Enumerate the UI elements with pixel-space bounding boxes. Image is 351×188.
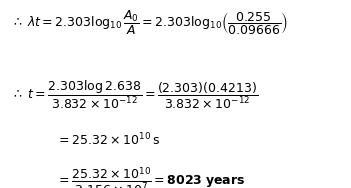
Text: $\therefore\;\lambda t = 2.303\log_{10}\dfrac{A_0}{A} = 2.303\log_{10}\!\left(\d: $\therefore\;\lambda t = 2.303\log_{10}\…	[11, 9, 288, 37]
Text: $= \dfrac{25.32\times 10^{10}}{3.156\times 10^{7}} = \mathbf{8023\;years}$: $= \dfrac{25.32\times 10^{10}}{3.156\tim…	[56, 165, 245, 188]
Text: $\therefore\; t = \dfrac{2.303\log 2.638}{3.832\times 10^{-12}} = \dfrac{(2.303): $\therefore\; t = \dfrac{2.303\log 2.638…	[11, 79, 258, 111]
Text: $= 25.32\times 10^{10}\,\mathrm{s}$: $= 25.32\times 10^{10}\,\mathrm{s}$	[56, 132, 160, 148]
